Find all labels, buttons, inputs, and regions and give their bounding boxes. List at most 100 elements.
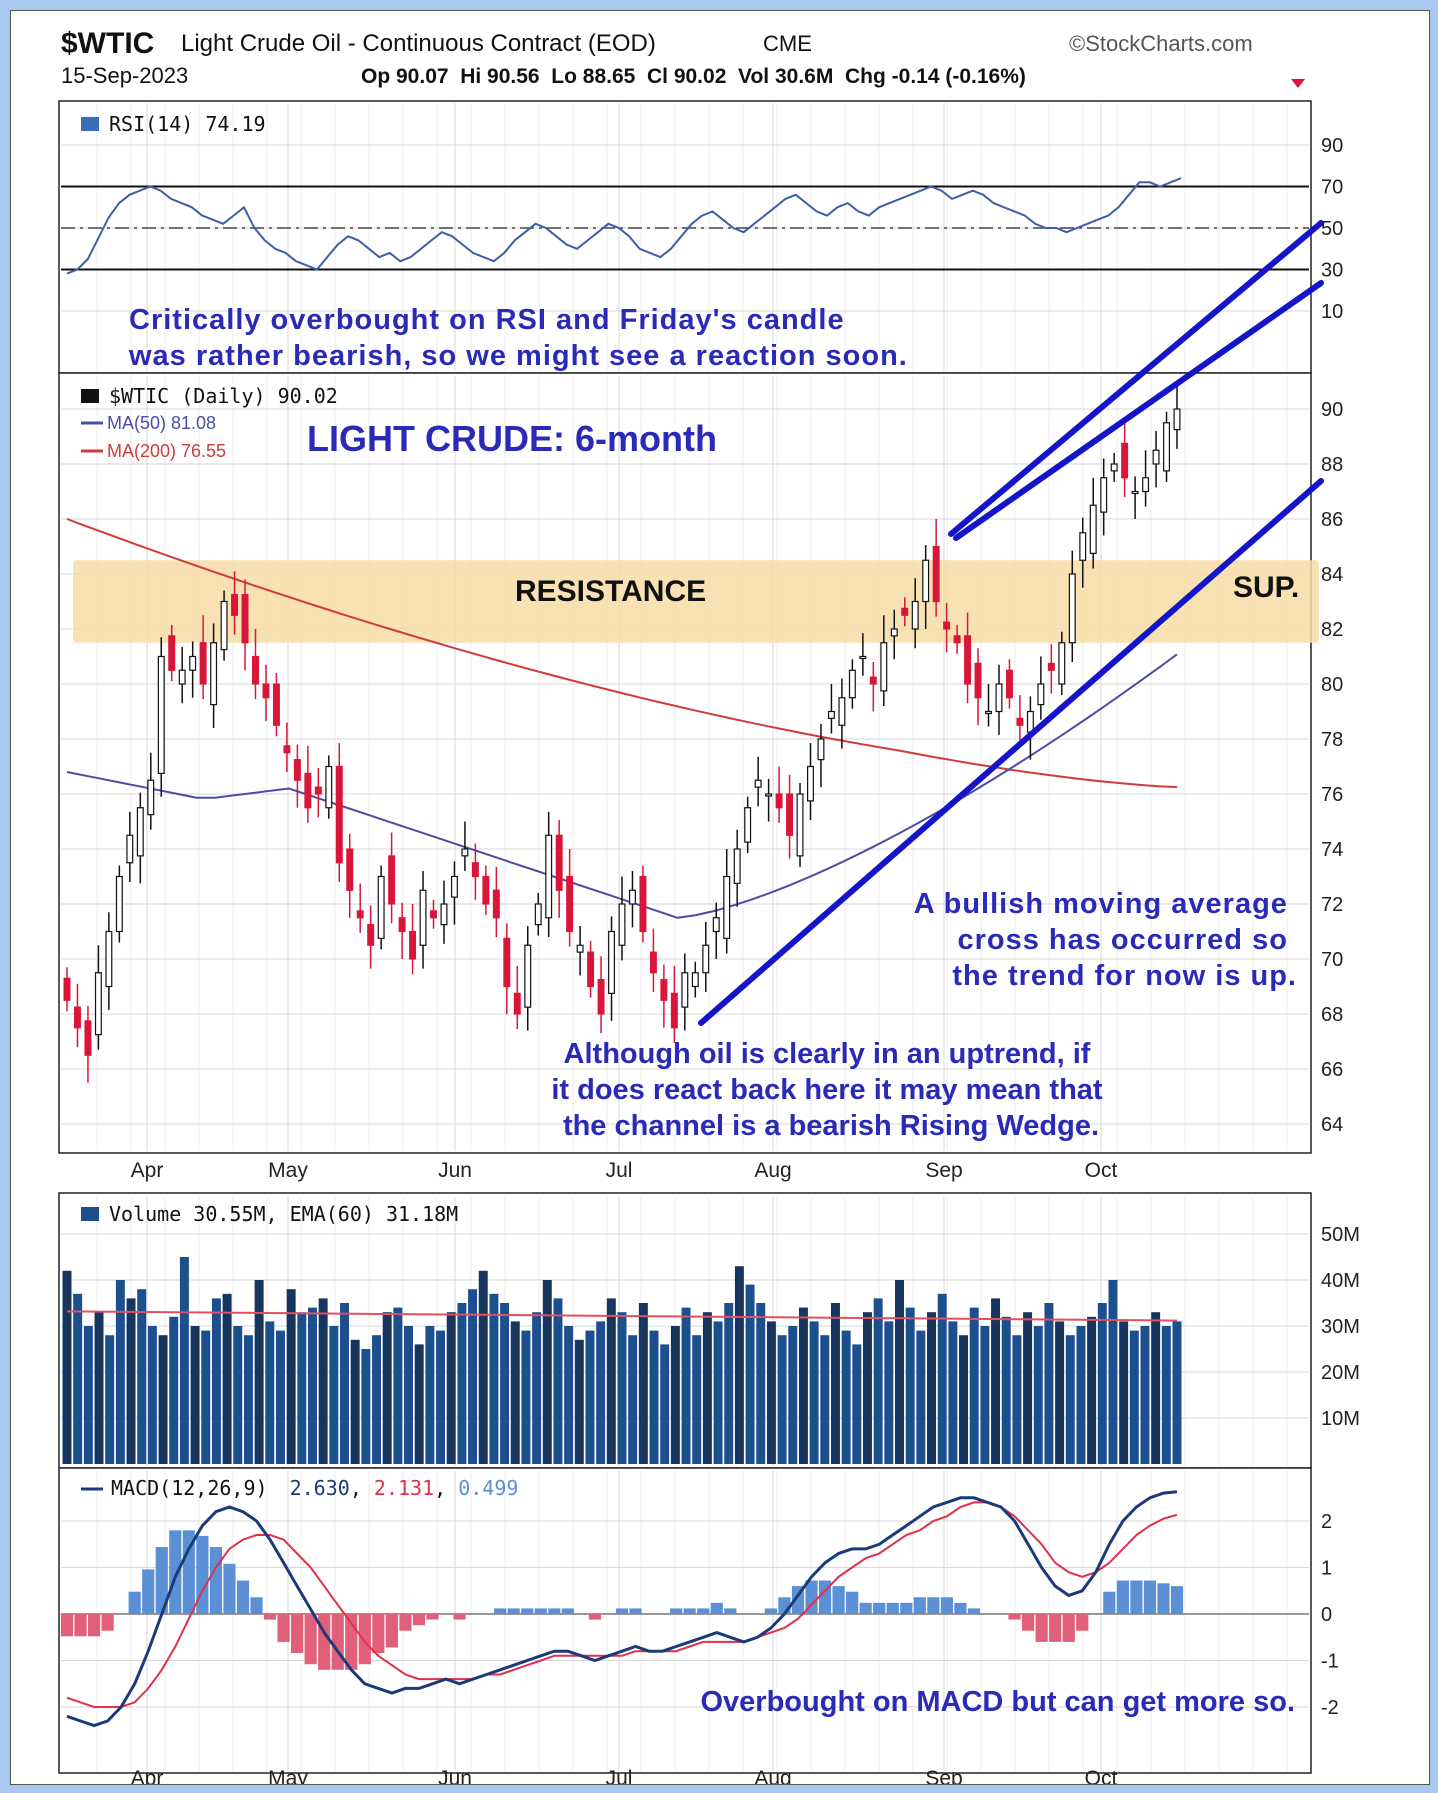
price-x-tick-label: May — [268, 1159, 308, 1182]
macd-histogram-bar — [291, 1614, 304, 1654]
volume-legend-icon — [81, 1207, 99, 1221]
macd-histogram-bar — [304, 1614, 317, 1665]
candle-body — [241, 594, 249, 644]
chart-svg: $WTIC Light Crude Oil - Continuous Contr… — [58, 27, 1360, 1790]
macd-histogram-bar — [236, 1580, 250, 1614]
macd-histogram-bar — [1130, 1580, 1143, 1614]
volume-bar — [1119, 1321, 1129, 1464]
candle-body — [723, 875, 731, 939]
macd-histogram-bar — [940, 1597, 953, 1614]
volume-bar — [798, 1307, 808, 1464]
candle-body — [943, 621, 951, 630]
resistance-zone — [73, 560, 1319, 643]
candle-body — [838, 697, 846, 726]
macd-histogram-bar — [859, 1602, 872, 1614]
volume-bar — [233, 1326, 243, 1464]
volume-bar — [425, 1326, 435, 1464]
candle-body — [73, 1006, 81, 1029]
candle-body — [450, 875, 458, 898]
ma200-legend: MA(200) 76.55 — [107, 441, 226, 461]
volume-bar — [382, 1312, 392, 1464]
volume-bar — [937, 1293, 947, 1464]
volume-bar — [457, 1303, 467, 1464]
volume-bar — [126, 1298, 136, 1464]
ma-cross-annotation: A bullish moving average cross has occur… — [914, 888, 1297, 992]
candle-body — [346, 848, 354, 891]
candle-body — [220, 600, 228, 651]
candle-body — [471, 862, 479, 878]
volume-bar — [809, 1321, 819, 1464]
volume-bar — [372, 1335, 382, 1464]
rsi-tick-label: 90 — [1321, 135, 1343, 157]
volume-bar — [542, 1280, 552, 1464]
wedge-trendline — [948, 220, 1324, 537]
volume-bar — [532, 1312, 542, 1464]
price-tick-label: 68 — [1321, 1004, 1343, 1026]
ma-cross-annotation-line-2: cross has occurred so — [957, 924, 1287, 956]
candle-body — [985, 710, 992, 715]
macd-histogram-bar — [101, 1614, 114, 1631]
volume-bar — [777, 1335, 787, 1464]
candle-body — [178, 669, 186, 685]
macd-histogram-bar — [372, 1614, 385, 1654]
volume-bar — [873, 1298, 883, 1464]
grid-layer — [61, 103, 1309, 1771]
volume-bar — [916, 1330, 926, 1464]
candle-body — [1005, 669, 1013, 699]
volume-bar — [393, 1307, 403, 1464]
macd-x-tick-label: Jul — [606, 1767, 633, 1784]
volume-bar — [169, 1316, 179, 1464]
candle-body — [115, 875, 123, 933]
candle-body — [702, 944, 710, 974]
macd-histogram-bar — [87, 1614, 101, 1637]
macd-histogram-bar — [967, 1608, 981, 1614]
candle-body — [545, 834, 553, 919]
candle-body — [1079, 532, 1087, 561]
macd-histogram-bar — [128, 1591, 141, 1614]
macd-histogram-bar — [277, 1614, 290, 1642]
macd-tick-label: -2 — [1321, 1697, 1339, 1719]
quote-line: Op 90.07 Hi 90.56 Lo 88.65 Cl 90.02 Vol … — [361, 65, 1026, 88]
price-tick-label: 78 — [1321, 729, 1343, 751]
candle-body — [1026, 710, 1034, 733]
volume-bar — [1033, 1326, 1043, 1464]
candle-body — [1037, 683, 1045, 706]
candle-body — [691, 972, 699, 988]
chart-source: ©StockCharts.com — [1069, 31, 1253, 56]
rsi-annotation-line-1: Critically overbought on RSI and Friday'… — [129, 304, 845, 336]
macd-histogram-bar — [250, 1597, 263, 1614]
volume-bar — [596, 1321, 606, 1464]
volume-bar — [1108, 1280, 1118, 1464]
candle-body — [1100, 477, 1108, 513]
volume-bar — [1172, 1321, 1182, 1464]
candle-body — [681, 972, 689, 1008]
volume-bar — [959, 1335, 969, 1464]
volume-layer — [62, 1257, 1182, 1464]
candle-body — [1131, 490, 1139, 495]
candle-body — [712, 917, 720, 933]
candle-body — [126, 834, 134, 864]
candle-body — [597, 979, 605, 1015]
macd-histogram-bar — [1170, 1586, 1184, 1614]
volume-bar — [478, 1270, 488, 1464]
candle-body — [419, 889, 427, 946]
candle-body — [733, 848, 741, 884]
volume-tick-label: 10M — [1321, 1408, 1360, 1430]
macd-line — [66, 1490, 1178, 1728]
candle-body — [807, 765, 814, 802]
volume-bar — [137, 1289, 147, 1464]
macd-histogram-bar — [832, 1586, 845, 1614]
volume-bar — [105, 1335, 115, 1464]
volume-bar — [927, 1312, 937, 1464]
candle-body — [1152, 449, 1160, 465]
volume-bar — [404, 1326, 414, 1464]
candle-body — [513, 992, 521, 1015]
wedge-annotation: Although oil is clearly in an uptrend, i… — [551, 1038, 1110, 1142]
rsi-series-line — [66, 177, 1182, 275]
macd-histogram-bar — [169, 1530, 182, 1614]
volume-bar — [414, 1344, 424, 1464]
volume-bar — [201, 1330, 211, 1464]
candle-body — [859, 655, 867, 660]
volume-bar — [83, 1326, 93, 1464]
macd-histogram-bar — [426, 1614, 439, 1620]
